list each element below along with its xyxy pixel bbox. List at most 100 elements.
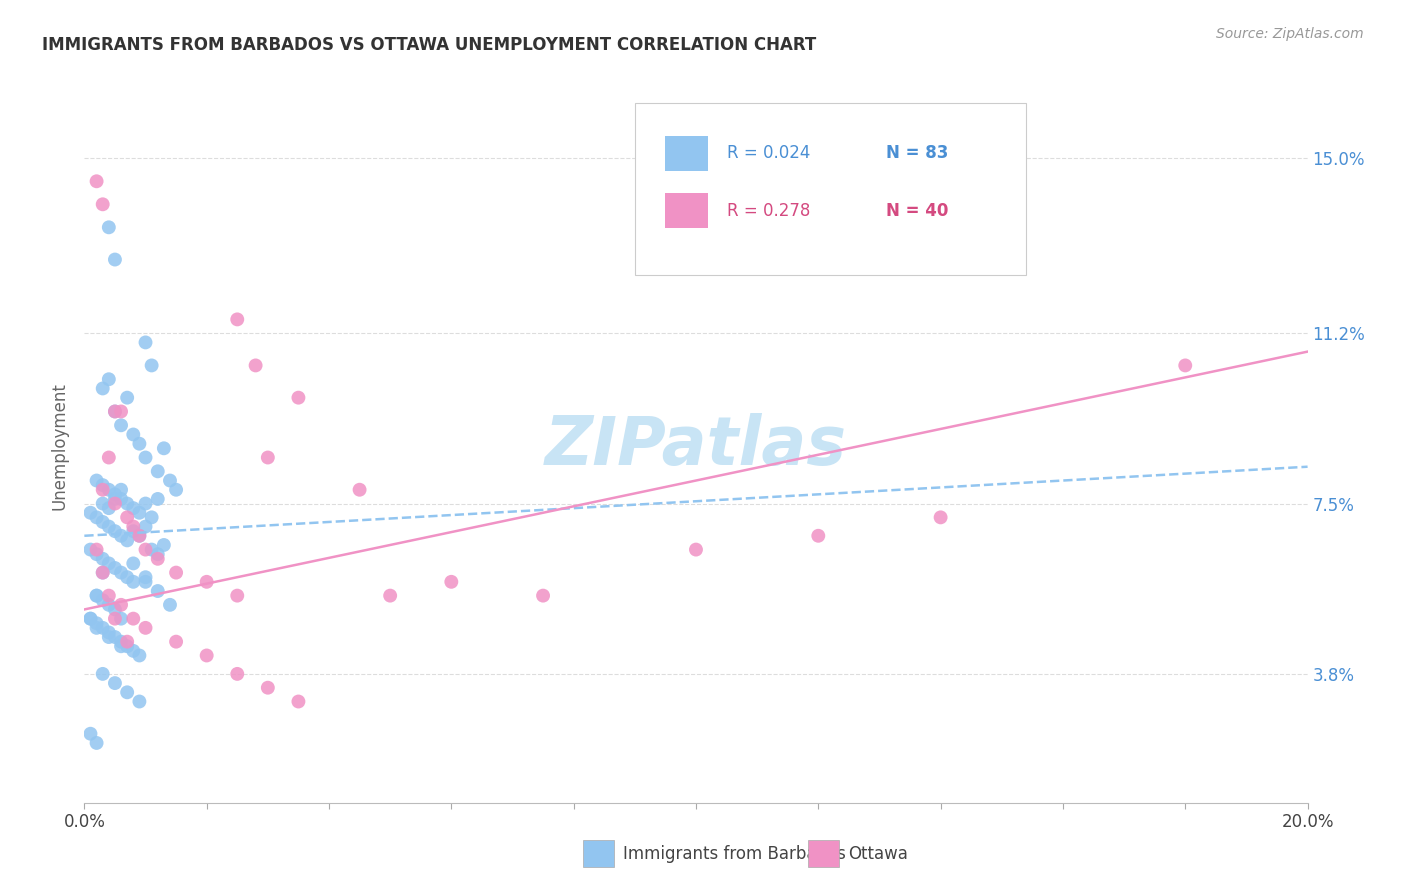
Point	[128, 529, 150, 543]
Point	[79, 542, 101, 557]
Point	[226, 312, 249, 326]
Point	[807, 529, 830, 543]
Point	[128, 694, 150, 708]
Text: IMMIGRANTS FROM BARBADOS VS OTTAWA UNEMPLOYMENT CORRELATION CHART: IMMIGRANTS FROM BARBADOS VS OTTAWA UNEMP…	[42, 36, 817, 54]
Point	[110, 612, 132, 626]
Point	[86, 589, 108, 603]
Point	[115, 685, 138, 699]
Point	[135, 450, 157, 465]
Point	[110, 634, 132, 648]
Point	[128, 648, 150, 663]
Point	[115, 533, 138, 548]
Point	[159, 474, 181, 488]
Point	[104, 487, 127, 501]
Point	[86, 621, 108, 635]
Point	[135, 335, 157, 350]
Y-axis label: Unemployment: Unemployment	[51, 382, 69, 510]
Bar	[665, 193, 709, 228]
Point	[86, 589, 108, 603]
Point	[79, 727, 101, 741]
Point	[153, 442, 176, 456]
Point	[97, 598, 120, 612]
Point	[287, 391, 309, 405]
Point	[128, 529, 150, 543]
Point	[91, 593, 114, 607]
Point	[104, 524, 127, 538]
Point	[104, 612, 127, 626]
FancyBboxPatch shape	[636, 103, 1026, 275]
Point	[257, 681, 280, 695]
Point	[165, 634, 187, 648]
Point	[97, 557, 120, 571]
Point	[86, 736, 108, 750]
Point	[104, 404, 127, 418]
Point	[531, 589, 554, 603]
Point	[165, 483, 187, 497]
Point	[97, 372, 120, 386]
Point	[91, 666, 114, 681]
Point	[122, 524, 145, 538]
Point	[104, 676, 127, 690]
Point	[226, 589, 249, 603]
Point	[195, 574, 218, 589]
Point	[440, 574, 463, 589]
Point	[146, 551, 169, 566]
Point	[245, 359, 267, 373]
Point	[110, 491, 132, 506]
Point	[153, 538, 176, 552]
Point	[141, 359, 163, 373]
Point	[97, 220, 120, 235]
Point	[115, 510, 138, 524]
Point	[122, 574, 145, 589]
Point	[226, 666, 249, 681]
Point	[91, 515, 114, 529]
Text: ZIPatlas: ZIPatlas	[546, 413, 846, 479]
Point	[159, 598, 181, 612]
Point	[122, 644, 145, 658]
Point	[91, 483, 114, 497]
Text: N = 83: N = 83	[886, 145, 948, 162]
Point	[115, 497, 138, 511]
Point	[104, 497, 127, 511]
Point	[79, 612, 101, 626]
Point	[135, 621, 157, 635]
Point	[104, 561, 127, 575]
Point	[91, 566, 114, 580]
Point	[115, 634, 138, 648]
Point	[91, 566, 114, 580]
Point	[104, 491, 127, 506]
Point	[110, 418, 132, 433]
Point	[165, 566, 187, 580]
Point	[115, 391, 138, 405]
Text: Ottawa: Ottawa	[848, 845, 908, 863]
Point	[257, 450, 280, 465]
Point	[91, 497, 114, 511]
Point	[135, 570, 157, 584]
Point	[146, 491, 169, 506]
Point	[86, 547, 108, 561]
Point	[86, 616, 108, 631]
Point	[128, 436, 150, 450]
Point	[110, 404, 132, 418]
Point	[1174, 359, 1197, 373]
Text: Source: ZipAtlas.com: Source: ZipAtlas.com	[1216, 27, 1364, 41]
Point	[146, 464, 169, 478]
Point	[141, 510, 163, 524]
Point	[110, 566, 132, 580]
Point	[135, 574, 157, 589]
Point	[122, 427, 145, 442]
Point	[97, 450, 120, 465]
Point	[86, 474, 108, 488]
Text: Immigrants from Barbados: Immigrants from Barbados	[623, 845, 846, 863]
Point	[122, 612, 145, 626]
Point	[79, 612, 101, 626]
Point	[86, 510, 108, 524]
Point	[122, 557, 145, 571]
Point	[110, 598, 132, 612]
Point	[122, 519, 145, 533]
Point	[104, 404, 127, 418]
Point	[115, 640, 138, 654]
Point	[86, 174, 108, 188]
Point	[91, 478, 114, 492]
Point	[929, 510, 952, 524]
